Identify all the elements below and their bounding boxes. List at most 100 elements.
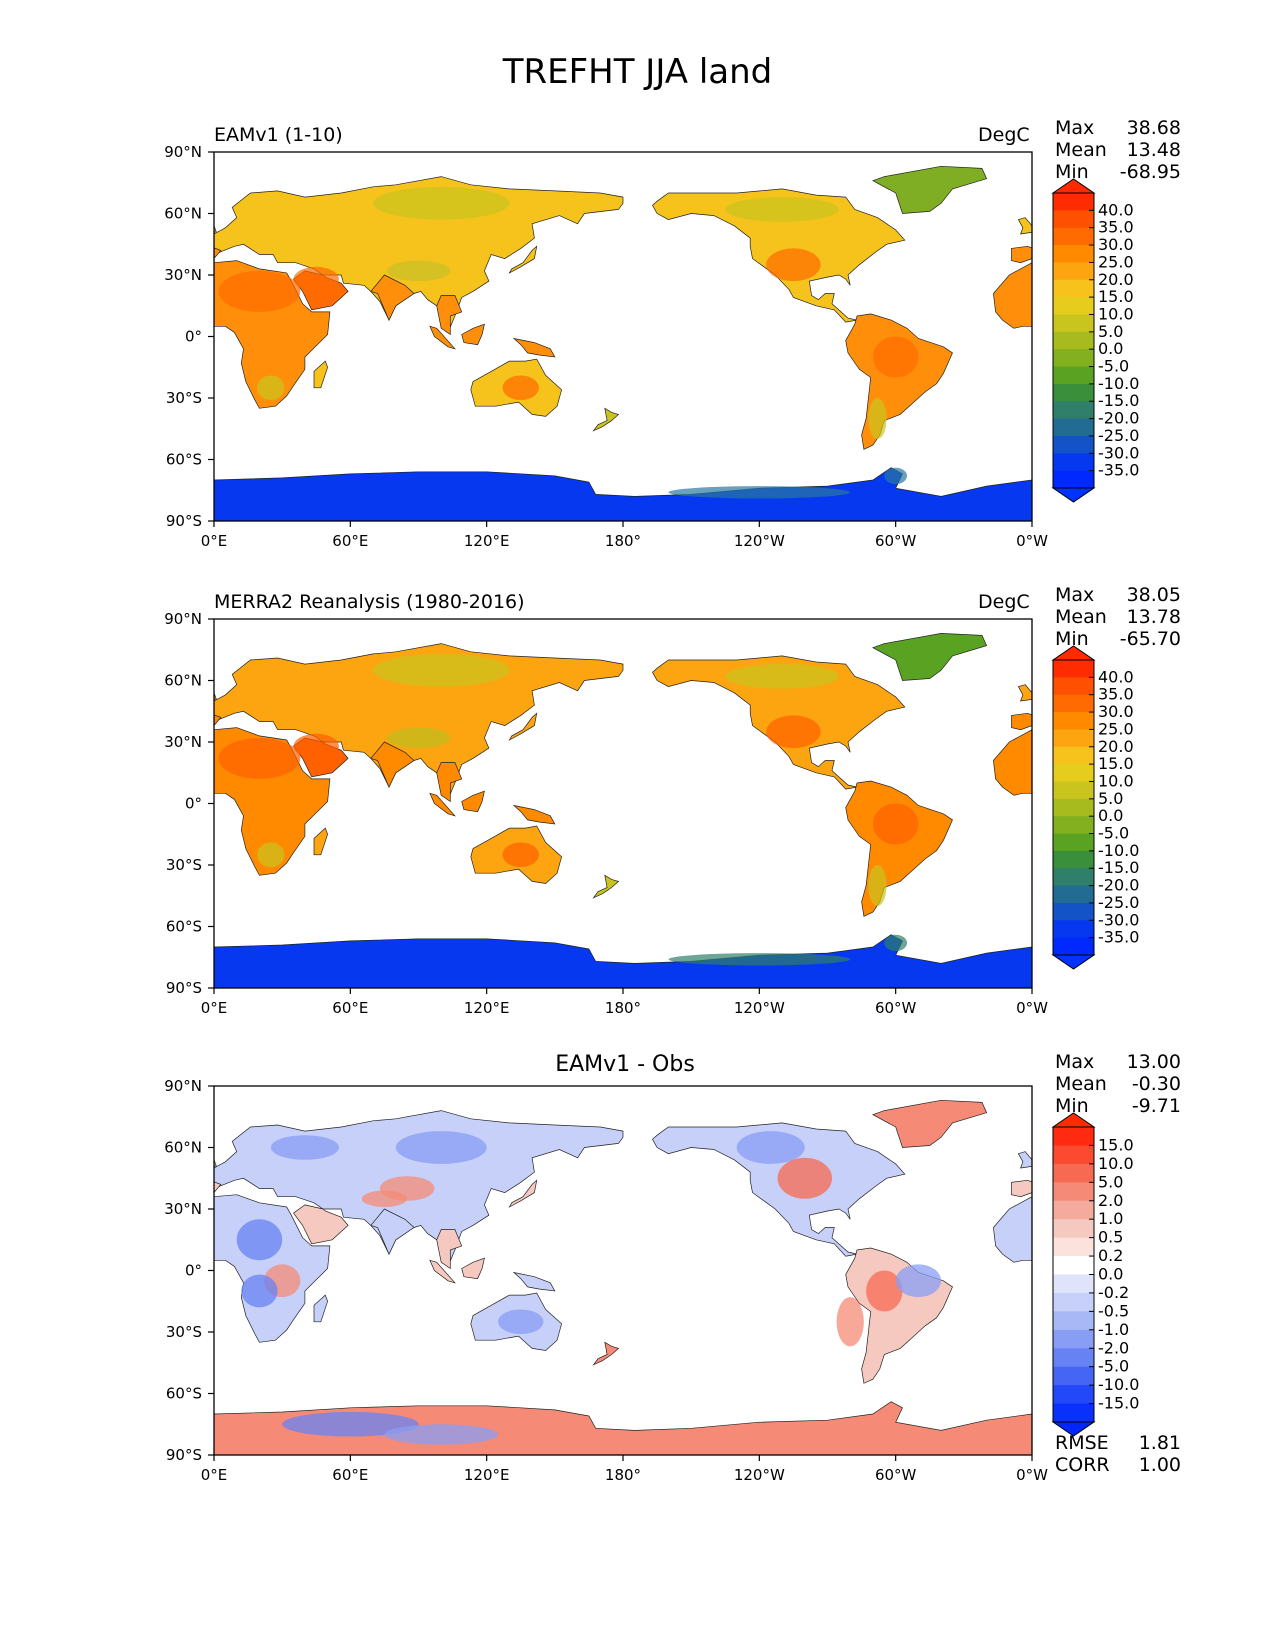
colorbar-segment: [1053, 712, 1094, 730]
colorbar-label: 0.0: [1098, 339, 1123, 358]
stat-mean: Mean 13.78: [1055, 606, 1181, 628]
lon-tick-label: 120°E: [464, 532, 510, 550]
land-greenland: [872, 1099, 988, 1148]
texture-blot: [884, 934, 908, 952]
land-britain: [1017, 1151, 1032, 1169]
colorbar-label: -30.0: [1098, 910, 1139, 929]
land-britain: [1017, 684, 1032, 702]
land-iberia: [1011, 1179, 1032, 1198]
colorbar-frame: [1052, 659, 1095, 956]
texture-blot: [884, 467, 908, 485]
texture-blot: [293, 733, 339, 759]
lat-tick-label: 0°: [185, 1262, 202, 1280]
land-nz: [592, 874, 620, 899]
colorbar-segment: [1053, 1385, 1094, 1405]
map-panel-3: 90°N 60°N 30°N 0° 30°S 60°S 90°S 0°E 60°E 120°E 18…: [164, 1077, 1048, 1484]
stat-mean: Mean -0.30: [1055, 1073, 1181, 1095]
texture-blot: [766, 248, 821, 282]
lon-tick-label: 60°E: [332, 1466, 368, 1484]
colorbar-label: 25.0: [1098, 252, 1134, 271]
lon-tick-label: 180°: [605, 1466, 641, 1484]
lon-tick-label: 0°E: [201, 999, 228, 1017]
land-iberia: [214, 714, 222, 726]
map-panel-1: 90°N 60°N 30°N 0° 30°S 60°S 90°S 0°E 60°E 120°E 18…: [164, 143, 1048, 550]
land-arabia: [293, 1204, 349, 1245]
land-britain: [1017, 217, 1032, 235]
colorbar-label: 15.0: [1098, 754, 1134, 773]
texture-blot: [395, 1131, 487, 1164]
land-nz: [592, 407, 620, 432]
texture-blot: [236, 1219, 283, 1261]
texture-blot: [502, 375, 539, 401]
texture-blot: [868, 865, 887, 906]
land-india: [370, 741, 415, 788]
colorbar-segment: [1053, 937, 1094, 956]
lat-tick-label: 30°N: [164, 266, 202, 284]
land-madagascar: [313, 827, 328, 856]
lat-tick-label: 30°N: [164, 733, 202, 751]
colorbar-segment: [1053, 1163, 1094, 1183]
land-africa: [993, 729, 1032, 796]
panel-3-footer-stats: RMSE 1.81 CORR 1.00: [1055, 1432, 1181, 1476]
stat-rmse: RMSE 1.81: [1055, 1432, 1181, 1454]
panel-1-units: DegC: [978, 124, 1030, 146]
colorbar-segment: [1053, 366, 1094, 385]
lon-tick-label: 120°E: [464, 1466, 510, 1484]
lon-tick-label: 120°W: [734, 1466, 785, 1484]
colorbar-segment: [1053, 1292, 1094, 1312]
colorbar-segment: [1053, 279, 1094, 298]
texture-blot: [373, 186, 510, 220]
land-iberia: [1011, 712, 1032, 731]
panel-3-stats: Max 13.00 Mean -0.30 Min -9.71: [1055, 1051, 1181, 1117]
texture-blot: [293, 266, 339, 292]
colorbar-label: -25.0: [1098, 426, 1139, 445]
texture-blot: [668, 953, 851, 966]
colorbar-label: 20.0: [1098, 270, 1134, 289]
colorbar-label: -20.0: [1098, 409, 1139, 428]
land-india: [370, 1208, 415, 1255]
colorbar-label: -0.5: [1098, 1301, 1129, 1320]
colorbar-label: 0.2: [1098, 1246, 1123, 1265]
panel-3-title: EAMv1 - Obs: [555, 1052, 695, 1077]
colorbar-segment: [1053, 1127, 1094, 1146]
land-seasia: [436, 295, 463, 336]
texture-blot: [386, 260, 451, 282]
lon-tick-label: 120°E: [464, 999, 510, 1017]
texture-blot: [502, 842, 539, 868]
lat-tick-label: 90°N: [164, 610, 202, 628]
lat-tick-label: 60°S: [166, 451, 202, 469]
colorbar-label: 35.0: [1098, 685, 1134, 704]
colorbar-label: -35.0: [1098, 461, 1139, 480]
lat-tick-label: 60°N: [164, 205, 202, 223]
colorbar-segment: [1053, 1311, 1094, 1331]
texture-blot: [384, 1424, 499, 1445]
lon-tick-label: 0°W: [1016, 999, 1048, 1017]
colorbar-segment: [1053, 1329, 1094, 1349]
colorbar-label: -10.0: [1098, 1375, 1139, 1394]
colorbar-segment: [1053, 850, 1094, 869]
colorbar-label: -20.0: [1098, 876, 1139, 895]
lon-tick-label: 0°E: [201, 532, 228, 550]
texture-blot: [668, 486, 851, 499]
colorbar-label: -35.0: [1098, 928, 1139, 947]
colorbar-segment: [1053, 1256, 1094, 1275]
colorbar-extend-bottom: [1051, 954, 1096, 970]
lon-tick-label: 60°E: [332, 999, 368, 1017]
lat-tick-label: 60°S: [166, 1385, 202, 1403]
land-india: [370, 274, 415, 321]
texture-blot: [868, 398, 887, 439]
lat-tick-label: 0°: [185, 795, 202, 813]
lat-tick-label: 60°S: [166, 918, 202, 936]
texture-blot: [872, 803, 919, 845]
colorbar-label: 20.0: [1098, 737, 1134, 756]
land-africa: [993, 1196, 1032, 1263]
map-panel-2: 90°N 60°N 30°N 0° 30°S 60°S 90°S 0°E 60°E 120°E 18…: [164, 610, 1048, 1017]
colorbar-segment: [1053, 1274, 1094, 1294]
colorbar-segment: [1053, 833, 1094, 852]
lat-tick-label: 90°N: [164, 1077, 202, 1095]
lon-tick-label: 120°W: [734, 999, 785, 1017]
colorbar-segment: [1053, 781, 1094, 800]
land-japan: [508, 245, 538, 274]
colorbar-segment: [1053, 453, 1094, 472]
colorbar-label: -10.0: [1098, 374, 1139, 393]
